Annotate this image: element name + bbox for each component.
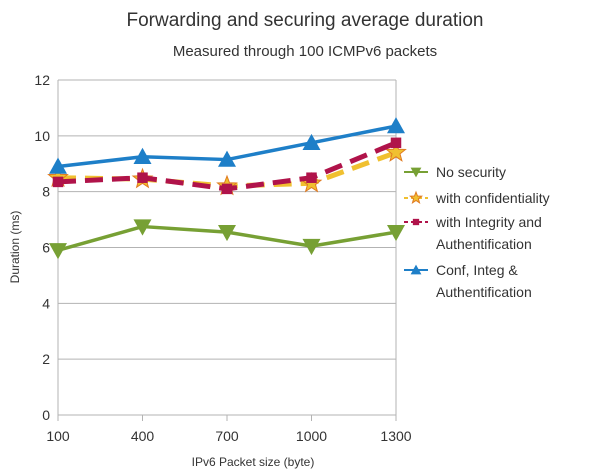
legend-label: No security bbox=[436, 164, 506, 180]
data-point bbox=[390, 137, 402, 149]
gridlines bbox=[58, 79, 396, 416]
data-point bbox=[133, 219, 152, 236]
legend-item: with Integrity and Authentification bbox=[404, 214, 542, 252]
chart-title: Forwarding and securing average duration bbox=[127, 10, 484, 31]
data-point bbox=[218, 224, 236, 242]
data-point bbox=[49, 157, 67, 174]
data-point bbox=[387, 224, 405, 242]
legend-label: with Integrity and Authentification bbox=[435, 214, 542, 252]
data-point bbox=[385, 141, 407, 162]
legend-item: No security bbox=[404, 164, 506, 180]
x-tick-label: 100 bbox=[46, 428, 70, 444]
y-tick-label: 4 bbox=[42, 295, 50, 311]
data-point bbox=[221, 183, 233, 195]
legend-item: Conf, Integ & Authentification bbox=[404, 262, 532, 300]
series-0 bbox=[49, 219, 405, 260]
legend-label: with confidentiality bbox=[435, 190, 550, 206]
x-tick-label: 400 bbox=[131, 428, 155, 444]
axes bbox=[57, 80, 397, 421]
tick-labels: 0 2 4 6 8 10 12 100 400 700 1000 1300 bbox=[34, 72, 411, 444]
x-axis-label: IPv6 Packet size (byte) bbox=[192, 455, 315, 469]
legend-marker bbox=[410, 264, 422, 275]
data-point bbox=[218, 150, 236, 167]
series-2 bbox=[52, 137, 402, 195]
data-point bbox=[137, 172, 148, 183]
y-tick-label: 0 bbox=[42, 407, 50, 423]
legend-marker bbox=[408, 190, 424, 205]
data-point bbox=[306, 172, 317, 183]
x-tick-label: 1300 bbox=[380, 428, 411, 444]
x-tick-label: 1000 bbox=[296, 428, 327, 444]
y-tick-label: 6 bbox=[42, 240, 50, 256]
legend-item: with confidentiality bbox=[404, 190, 550, 206]
data-point bbox=[52, 176, 64, 188]
data-point bbox=[302, 238, 321, 256]
y-tick-label: 2 bbox=[42, 351, 50, 367]
data-point bbox=[302, 133, 321, 151]
chart-subtitle: Measured through 100 ICMPv6 packets bbox=[173, 43, 437, 60]
legend: No security with confidentiality with Inte… bbox=[404, 164, 550, 300]
legend-marker bbox=[410, 167, 422, 178]
y-tick-label: 12 bbox=[34, 72, 50, 88]
legend-label: Conf, Integ & Authentification bbox=[436, 262, 532, 300]
x-tick-label: 700 bbox=[215, 428, 239, 444]
y-tick-label: 10 bbox=[34, 128, 50, 144]
data-point bbox=[387, 117, 405, 134]
series-3 bbox=[49, 117, 405, 174]
series-lines bbox=[47, 117, 407, 260]
y-axis-label: Duration (ms) bbox=[8, 211, 22, 284]
y-tick-label: 8 bbox=[42, 184, 50, 200]
data-point bbox=[49, 243, 67, 260]
data-point bbox=[133, 147, 152, 164]
legend-marker bbox=[412, 218, 420, 226]
